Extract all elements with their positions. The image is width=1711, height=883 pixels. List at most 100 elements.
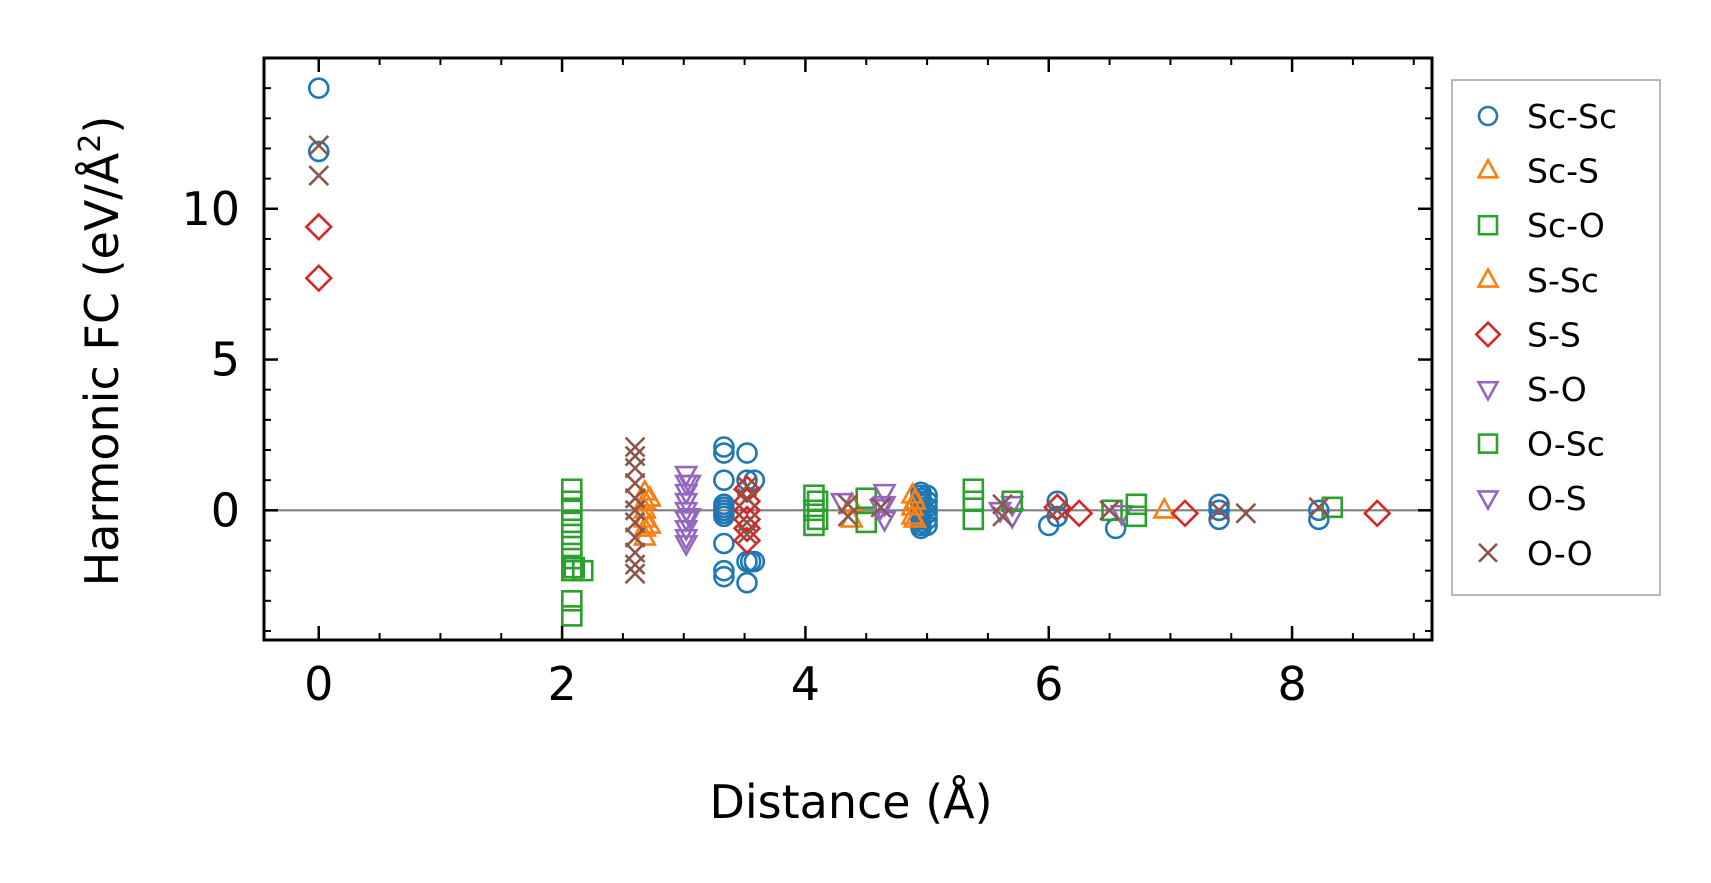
data-point — [743, 550, 766, 573]
x-tick-label: 0 — [304, 657, 333, 711]
axes: 0 2 4 6 8 0 5 10 — [181, 56, 1434, 711]
legend-box — [1451, 79, 1661, 596]
legend-marker — [1477, 105, 1499, 127]
data-point — [561, 589, 583, 612]
plot-area — [264, 77, 1432, 627]
data-point — [1125, 493, 1148, 516]
data-point — [732, 526, 762, 555]
data-point — [713, 442, 735, 464]
data-point — [736, 487, 758, 509]
legend-entry: S-Sc — [1476, 261, 1599, 300]
data-point — [1321, 496, 1344, 519]
data-point — [563, 556, 586, 579]
series-o-o — [308, 135, 1330, 585]
legend-entry: S-O — [1476, 370, 1587, 409]
data-point — [677, 474, 703, 497]
data-point — [1208, 499, 1230, 521]
y-tick-label: 0 — [211, 483, 240, 537]
data-point — [736, 524, 758, 545]
legend-label: O-S — [1527, 479, 1587, 518]
data-point — [308, 135, 330, 156]
data-point — [624, 563, 646, 585]
data-point — [1208, 499, 1230, 522]
data-point — [1046, 499, 1068, 521]
series-sc-o — [561, 478, 1344, 627]
data-point — [1001, 490, 1024, 513]
legend-label: S-S — [1527, 315, 1581, 354]
data-point — [713, 469, 735, 491]
legend-marker — [1476, 490, 1500, 512]
legend-marker — [1474, 320, 1502, 348]
series-s-s — [304, 212, 1392, 555]
legend-marker — [1476, 380, 1500, 403]
data-point — [713, 565, 735, 588]
data-point — [902, 505, 928, 528]
x-tick-label: 4 — [791, 657, 820, 711]
legend-entry: O-O — [1478, 534, 1593, 573]
data-point — [736, 442, 758, 464]
y-tick-label: 5 — [211, 333, 240, 387]
data-point — [870, 496, 892, 518]
data-point — [1308, 508, 1330, 531]
data-point — [1000, 507, 1025, 530]
data-point — [561, 523, 583, 546]
data-point — [1235, 502, 1257, 524]
data-point — [1099, 499, 1121, 521]
legend-marker — [1477, 433, 1499, 454]
legend-entry: O-Sc — [1477, 425, 1605, 464]
data-point — [1037, 514, 1060, 537]
data-point — [803, 484, 825, 507]
data-point — [307, 77, 330, 99]
data-point — [732, 514, 762, 543]
data-point — [732, 475, 762, 504]
series-o-sc — [563, 490, 1148, 579]
data-point — [962, 508, 985, 531]
data-point — [806, 508, 829, 531]
legend-entry: Sc-Sc — [1477, 97, 1617, 136]
data-point — [855, 511, 878, 534]
data-point — [637, 511, 662, 534]
data-point — [916, 508, 938, 531]
data-point — [803, 514, 825, 537]
data-point — [872, 483, 897, 506]
legend-entry: Sc-O — [1477, 206, 1605, 245]
data-point — [736, 571, 758, 594]
legend-label: O-O — [1527, 534, 1593, 573]
y-tick-label: 10 — [181, 182, 240, 236]
data-point — [868, 498, 894, 521]
legend-marker — [1478, 542, 1498, 563]
x-axis-label: Distance (Å) — [709, 775, 992, 829]
data-point — [561, 511, 583, 534]
y-axis-label: Harmonic FC (eV/Å2) — [73, 116, 129, 587]
series-s-sc — [637, 484, 928, 534]
legend-label: S-O — [1527, 370, 1587, 409]
plot-frame — [262, 56, 1434, 642]
data-point — [962, 490, 985, 513]
x-tick-label: 8 — [1277, 657, 1306, 711]
data-point — [307, 140, 330, 163]
data-point — [624, 511, 646, 533]
legend-label: O-Sc — [1527, 425, 1605, 464]
data-point — [1308, 496, 1330, 518]
data-point — [837, 505, 859, 527]
data-point — [561, 535, 583, 558]
legend-marker — [1477, 214, 1499, 236]
legend-label: S-Sc — [1527, 261, 1599, 300]
legend-entry: O-S — [1476, 479, 1587, 518]
data-point — [624, 436, 646, 458]
data-point — [962, 478, 985, 501]
data-point — [561, 559, 583, 582]
data-point — [561, 478, 583, 501]
data-point — [713, 532, 735, 555]
data-point — [637, 484, 662, 507]
legend-marker — [1476, 157, 1500, 179]
legend: Sc-Sc Sc-S Sc-O S-Sc S-S S-O O-Sc O-S O-O — [1451, 79, 1661, 596]
data-point — [1125, 505, 1148, 528]
data-point — [624, 554, 646, 576]
data-point — [677, 507, 703, 530]
data-point — [992, 505, 1013, 527]
data-point — [674, 529, 699, 552]
data-point — [674, 535, 699, 558]
data-point — [1101, 499, 1123, 522]
